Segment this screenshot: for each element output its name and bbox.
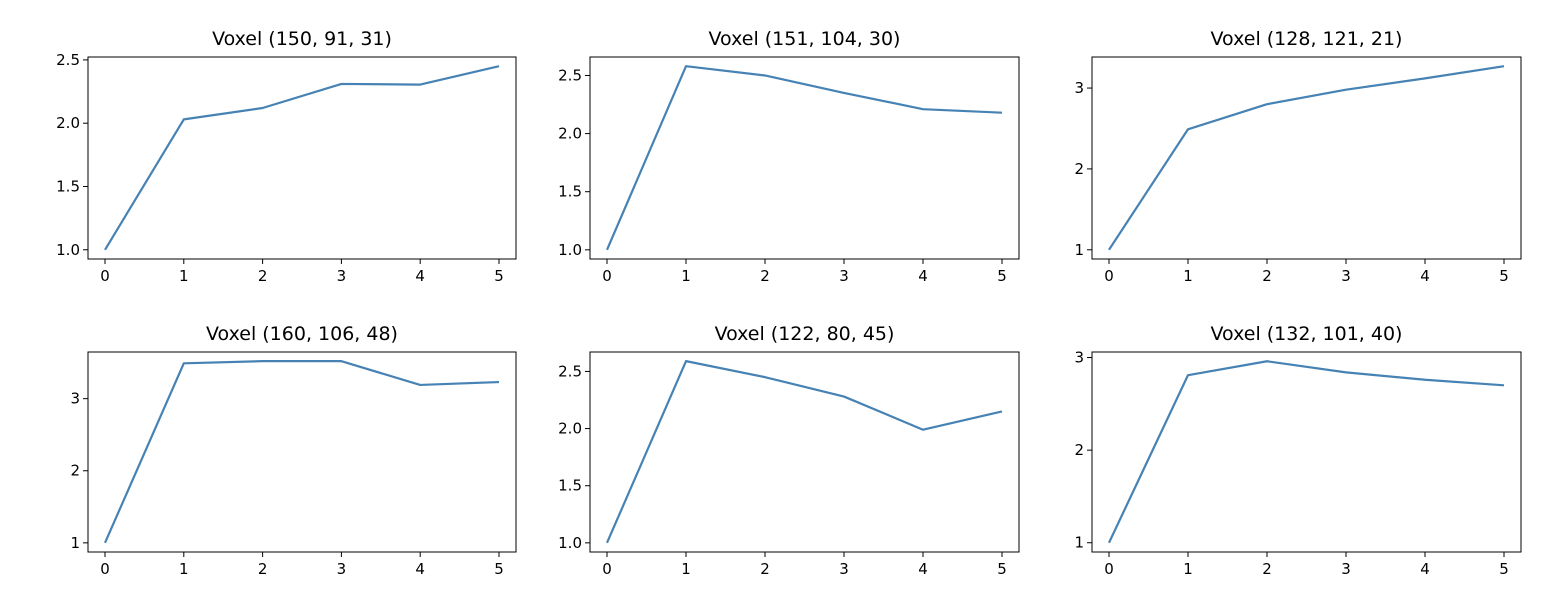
axes-frame bbox=[1091, 351, 1522, 553]
x-tick-label: 4 bbox=[918, 560, 928, 578]
x-tick-label: 2 bbox=[258, 267, 268, 285]
y-tick-label: 2 bbox=[70, 462, 80, 480]
axes-frame bbox=[87, 56, 517, 260]
series-line bbox=[104, 65, 500, 251]
x-tick-label: 3 bbox=[337, 267, 347, 285]
subplot-title: Voxel (132, 101, 40) bbox=[1211, 323, 1403, 345]
y-tick-label: 1 bbox=[1074, 534, 1084, 552]
x-tick-label: 0 bbox=[100, 560, 110, 578]
subplot-3: Voxel (128, 121, 21) 0 1 2 3 4 5 1 2 3 bbox=[1074, 28, 1522, 285]
subplot-title: Voxel (151, 104, 30) bbox=[709, 28, 901, 50]
y-tick-label: 3 bbox=[1074, 349, 1084, 367]
series-line bbox=[1108, 360, 1505, 544]
x-tick-label: 5 bbox=[997, 267, 1007, 285]
x-tick-label: 1 bbox=[681, 560, 691, 578]
x-tick-label: 4 bbox=[1420, 267, 1430, 285]
x-tick-label: 0 bbox=[602, 267, 612, 285]
y-tick-label: 1.0 bbox=[558, 241, 582, 259]
y-tick-label: 1.0 bbox=[558, 534, 582, 552]
x-tick-label: 0 bbox=[1104, 560, 1114, 578]
axes-frame bbox=[589, 351, 1020, 553]
y-tick-label: 3 bbox=[1074, 79, 1084, 97]
x-tick-label: 5 bbox=[1499, 560, 1509, 578]
y-tick-label: 1.0 bbox=[56, 241, 80, 259]
y-tick-label: 2.5 bbox=[558, 66, 582, 84]
x-tick-label: 5 bbox=[1499, 267, 1509, 285]
y-tick-label: 1.5 bbox=[56, 177, 80, 195]
x-tick-label: 4 bbox=[415, 560, 425, 578]
subplot-4: Voxel (160, 106, 48) 0 1 2 3 4 5 1 2 3 bbox=[70, 323, 517, 578]
x-tick-label: 3 bbox=[1341, 560, 1351, 578]
x-tick-label: 5 bbox=[494, 267, 504, 285]
subplot-title: Voxel (160, 106, 48) bbox=[206, 323, 398, 345]
x-tick-label: 3 bbox=[839, 560, 849, 578]
subplot-2: Voxel (151, 104, 30) 0 1 2 3 4 5 1.0 1.5 2.0 2.5 bbox=[558, 28, 1020, 285]
x-tick-label: 2 bbox=[1262, 267, 1272, 285]
y-tick-label: 2.0 bbox=[558, 125, 582, 143]
y-tick-label: 1.5 bbox=[558, 183, 582, 201]
axes-frame bbox=[87, 351, 517, 553]
axes-frame bbox=[589, 56, 1020, 260]
x-tick-label: 2 bbox=[258, 560, 268, 578]
x-tick-label: 1 bbox=[179, 560, 189, 578]
x-tick-label: 5 bbox=[494, 560, 504, 578]
x-tick-label: 2 bbox=[760, 267, 770, 285]
x-tick-label: 0 bbox=[100, 267, 110, 285]
x-tick-label: 1 bbox=[179, 267, 189, 285]
subplot-title: Voxel (128, 121, 21) bbox=[1211, 28, 1403, 50]
x-tick-label: 1 bbox=[681, 267, 691, 285]
series-line bbox=[605, 65, 1003, 251]
subplot-5: Voxel (122, 80, 45) 0 1 2 3 4 5 1.0 1.5 2.0 2.5 bbox=[558, 323, 1020, 578]
x-tick-label: 3 bbox=[839, 267, 849, 285]
x-tick-label: 4 bbox=[415, 267, 425, 285]
y-tick-label: 2.0 bbox=[558, 420, 582, 438]
y-tick-label: 1 bbox=[1074, 241, 1084, 259]
x-tick-label: 1 bbox=[1183, 267, 1193, 285]
subplot-1: Voxel (150, 91, 31) 0 1 2 3 4 5 1.0 1.5 2.0 2.5 bbox=[56, 28, 517, 285]
series-line bbox=[103, 360, 500, 544]
x-tick-label: 4 bbox=[1420, 560, 1430, 578]
series-line bbox=[605, 360, 1003, 544]
y-tick-label: 2.5 bbox=[558, 362, 582, 380]
subplot-title: Voxel (150, 91, 31) bbox=[212, 28, 392, 50]
y-tick-label: 2.5 bbox=[56, 51, 80, 69]
y-tick-label: 2.0 bbox=[56, 114, 80, 132]
subplot-6: Voxel (132, 101, 40) 0 1 2 3 4 5 1 2 3 bbox=[1074, 323, 1522, 578]
x-tick-label: 1 bbox=[1183, 560, 1193, 578]
y-tick-label: 1.5 bbox=[558, 477, 582, 495]
x-tick-label: 3 bbox=[1341, 267, 1351, 285]
x-tick-label: 0 bbox=[602, 560, 612, 578]
x-tick-label: 0 bbox=[1104, 267, 1114, 285]
y-tick-label: 2 bbox=[1074, 160, 1084, 178]
series-line bbox=[1108, 65, 1505, 251]
y-tick-label: 3 bbox=[70, 390, 80, 408]
axes-frame bbox=[1091, 56, 1522, 260]
x-tick-label: 2 bbox=[760, 560, 770, 578]
x-tick-label: 4 bbox=[918, 267, 928, 285]
y-tick-label: 2 bbox=[1074, 441, 1084, 459]
x-tick-label: 3 bbox=[337, 560, 347, 578]
y-tick-label: 1 bbox=[70, 534, 80, 552]
x-tick-label: 2 bbox=[1262, 560, 1272, 578]
subplot-title: Voxel (122, 80, 45) bbox=[715, 323, 895, 345]
x-tick-label: 5 bbox=[997, 560, 1007, 578]
